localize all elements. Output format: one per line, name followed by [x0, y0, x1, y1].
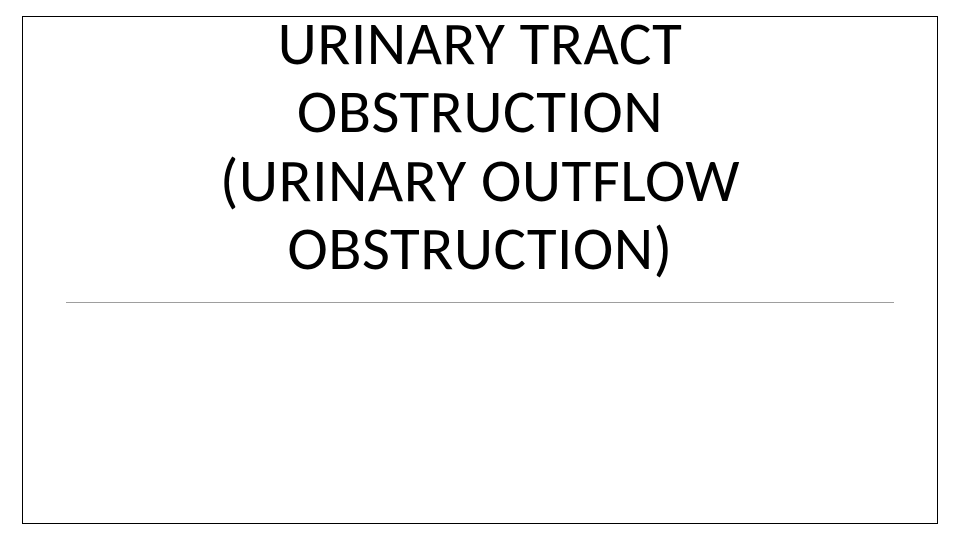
title-underline: [66, 302, 894, 303]
title-block: URINARY TRACT OBSTRUCTION (URINARY OUTFL…: [48, 10, 912, 283]
title-line-3: (URINARY OUTFLOW: [48, 147, 912, 215]
title-line-1: URINARY TRACT: [48, 10, 912, 78]
title-line-4: OBSTRUCTION): [48, 215, 912, 283]
title-line-2: OBSTRUCTION: [48, 78, 912, 146]
